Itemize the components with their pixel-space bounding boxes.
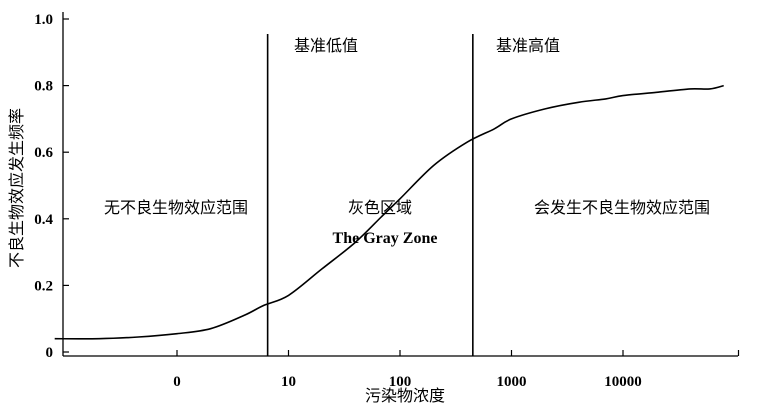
x-tick-label: 1000 (497, 374, 527, 390)
y-tick-label: 1.0 (34, 12, 53, 28)
threshold-lines (266, 34, 474, 356)
ticks: 0 0.2 0.4 0.6 0.8 1.0 0 10 100 1000 10000 (34, 12, 740, 390)
y-tick-label: 0.6 (34, 145, 53, 161)
region-label-gray-zone: 灰色区域 (348, 198, 412, 217)
y-tick-label: 0.4 (34, 212, 53, 228)
y-axis-label: 不良生物效应发生频率 (7, 108, 26, 268)
x-tick-label: 0 (173, 374, 181, 390)
x-axis-label: 污染物浓度 (365, 386, 445, 405)
y-tick-label: 0.2 (34, 278, 53, 294)
axes (62, 12, 738, 357)
region-label-effect: 会发生不良生物效应范围 (534, 198, 710, 217)
region-sublabel-gray-zone: The Gray Zone (333, 230, 438, 247)
x-tick-label: 100 (389, 374, 412, 390)
series-line (54, 84, 724, 340)
y-tick-label: 0.8 (34, 79, 53, 95)
threshold-label-low: 基准低值 (294, 36, 358, 55)
x-tick-label: 10 (281, 374, 296, 390)
threshold-label-high: 基准高值 (496, 36, 560, 55)
y-tick-label: 0 (46, 345, 54, 361)
x-tick-label: 10000 (604, 374, 642, 390)
region-label-no-effect: 无不良生物效应范围 (104, 198, 248, 217)
